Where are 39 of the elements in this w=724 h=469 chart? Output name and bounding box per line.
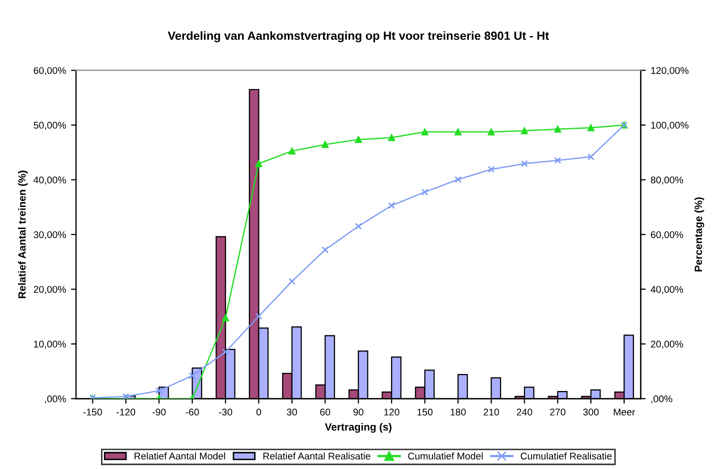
x-tick-label: 60 [320,408,330,416]
y-tick-label: 20,00% [34,286,66,294]
y-tick-label: 50,00% [34,122,66,130]
y-axis-title: Relatief Aantal treinen (%) [18,170,28,298]
x-tick-label: -60 [186,408,199,416]
x-tick-label: 240 [516,408,532,416]
x-tick-label: 0 [256,408,262,416]
y2-tick-label: 80,00% [650,176,684,185]
y-tick-label: 40,00% [34,176,66,185]
legend-label: Relatief Aantal Realisatie [263,452,370,460]
x-tick-label: 270 [550,408,566,416]
x-tick-label: 150 [417,408,433,416]
y2-tick-label: 120,00% [651,67,688,76]
y-tick-label: 60,00% [34,67,66,76]
x-tick-label: -90 [152,408,166,416]
y2-tick-label: 40,00% [650,286,684,294]
x-tick-label: Meer [614,408,636,416]
y-tick-label: 10,00% [34,340,66,349]
x-tick-label: -120 [116,408,136,416]
chart-title: Verdeling van Aankomstvertraging op Ht voor treinserie 8901 Ut - Ht [168,31,549,42]
x-tick-label: -30 [218,408,232,416]
x-tick-label: 90 [353,408,364,416]
y-tick-label: 30,00% [34,231,66,240]
x-tick-label: 300 [583,408,599,416]
x-tick-label: 30 [286,408,297,416]
y2-tick-label: 60,00% [650,231,684,240]
x-axis-title: Vertraging (s) [324,422,392,433]
y2-axis-title: Percentage (%) [694,197,704,272]
y2-tick-label: 100,00% [651,122,688,130]
x-tick-label: -150 [83,408,102,416]
x-tick-label: 180 [450,408,466,416]
legend-label: Cumulatief Model [408,452,483,460]
y2-tick-label: ,00% [651,395,672,404]
y2-tick-label: 20,00% [650,340,684,349]
legend-label: Cumulatief Realisatie [520,452,612,460]
x-tick-label: 210 [484,408,499,416]
legend-label: Relatief Aantal Model [134,452,226,460]
x-tick-label: 120 [384,408,400,416]
y-tick-label: ,00% [45,395,66,404]
